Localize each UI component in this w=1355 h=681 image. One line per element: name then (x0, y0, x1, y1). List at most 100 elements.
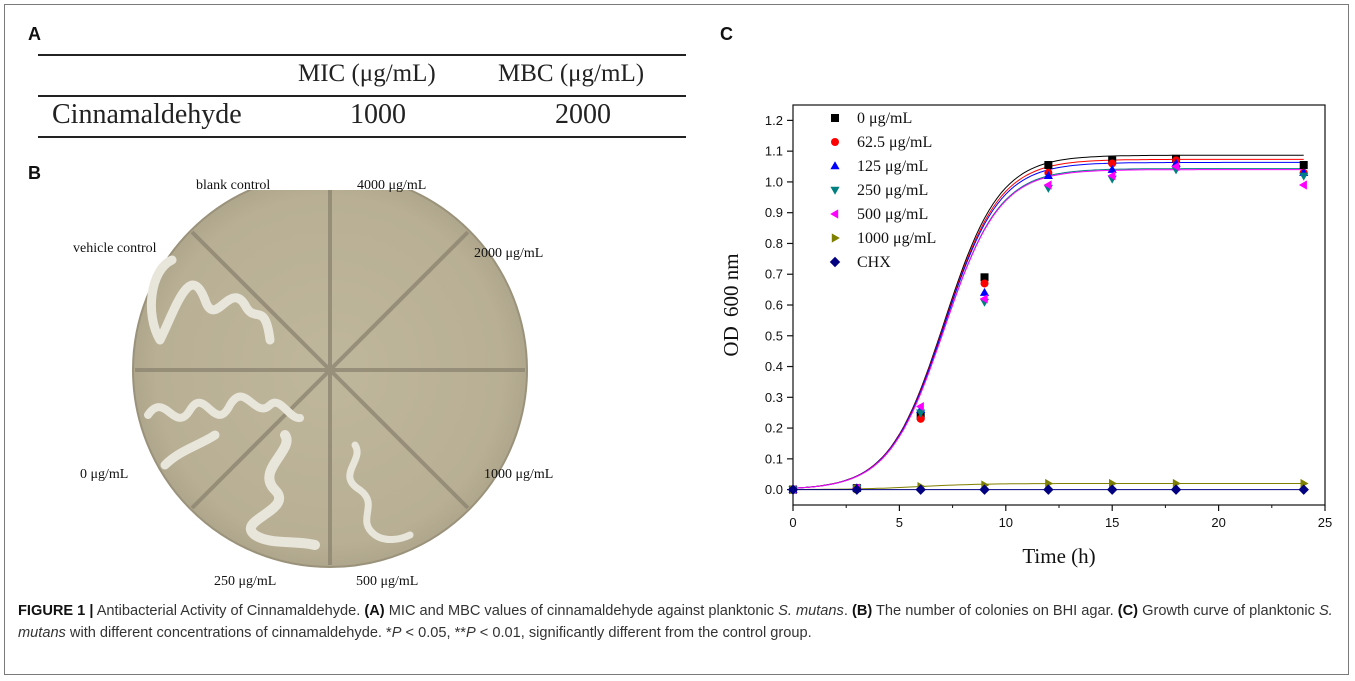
row-compound: Cinnamaldehyde (52, 99, 242, 130)
table-top-rule (38, 54, 686, 56)
y-tick-label: 0.6 (765, 298, 783, 313)
x-tick-label: 25 (1318, 515, 1332, 530)
data-point (1043, 170, 1053, 179)
data-point (979, 484, 990, 495)
y-tick-label: 0.4 (765, 359, 783, 374)
table-mid-rule (38, 95, 686, 97)
y-tick-label: 0.0 (765, 482, 783, 497)
data-point (1171, 161, 1180, 172)
data-point (1107, 164, 1117, 173)
x-tick-label: 10 (999, 515, 1013, 530)
row-mic-value: 1000 (350, 99, 406, 130)
caption-a-label: (A) (364, 603, 385, 619)
x-tick-label: 5 (896, 515, 903, 530)
data-point (979, 294, 988, 304)
caption-p-2: P (465, 625, 476, 641)
chart-axes: 0 5 10 15 20 25 0.0 0.1 0.2 0.3 0.4 0.5 0.6 0.7 0.8 0.9… (765, 104, 1332, 530)
row-mbc-value: 2000 (555, 99, 611, 130)
y-tick-label: 0.3 (765, 390, 783, 405)
data-point (1107, 484, 1118, 495)
y-axis-label-sub: 600 nm (719, 253, 743, 317)
data-point (1108, 159, 1117, 168)
label-0: 0 μg/mL (80, 467, 129, 482)
data-point (1299, 161, 1308, 169)
streak-500 (346, 441, 414, 543)
legend-label: 62.5 μg/mL (857, 134, 932, 151)
panel-label-b: B (28, 163, 41, 183)
label-250: 250 μg/mL (214, 574, 277, 589)
y-tick-label: 1.0 (765, 174, 783, 189)
legend-label: CHX (857, 254, 891, 271)
legend-label: 0 μg/mL (857, 110, 912, 127)
y-tick-label: 0.1 (765, 451, 783, 466)
streak-250 (246, 430, 320, 550)
data-point (915, 401, 924, 412)
y-tick-label: 0.5 (765, 328, 783, 343)
caption-title: Antibacterial Activity of Cinnamaldehyde… (96, 603, 361, 619)
caption-a-end: . (843, 603, 848, 619)
x-tick-label: 20 (1211, 515, 1225, 530)
legend-marker (831, 233, 840, 243)
caption-b-label: (B) (851, 603, 873, 619)
growth-curve-chart: 0 5 10 15 20 25 0.0 0.1 0.2 0.3 0.4 0.5 0.6 0.7 0.8 0.9… (719, 104, 1332, 568)
label-vehicle-control: vehicle control (73, 241, 157, 256)
streak-zero-lower (160, 430, 220, 470)
sector-dividers (135, 190, 525, 565)
caption-species-1: S. mutans (778, 603, 844, 619)
figure-frame (4, 4, 1349, 675)
legend-marker (830, 161, 840, 170)
data-point (1170, 484, 1182, 495)
legend-label: 250 μg/mL (857, 182, 928, 199)
table-bottom-rule (38, 136, 686, 138)
data-point (1107, 171, 1116, 181)
y-tick-label: 0.2 (765, 421, 783, 436)
label-2000: 2000 μg/mL (474, 246, 544, 261)
header-mic: MIC (μg/mL) (298, 60, 436, 87)
streak-vehicle-control (146, 255, 275, 345)
y-tick-label: 0.7 (765, 267, 783, 282)
header-mbc: MBC (μg/mL) (498, 60, 645, 87)
caption-c-text2: with different concentrations of cinnama… (69, 625, 392, 641)
legend-label: 500 μg/mL (857, 206, 928, 223)
data-point (916, 409, 926, 418)
y-axis-label: OD 600 nm (719, 253, 743, 356)
legend-label: 1000 μg/mL (857, 230, 936, 247)
caption-figure-label: FIGURE 1 | (18, 603, 94, 619)
caption-c-text: Growth curve of planktonic (1142, 603, 1315, 619)
data-point (1043, 180, 1052, 190)
caption-c-label: (C) (1117, 603, 1139, 619)
data-point (916, 414, 925, 423)
caption-species-2: S. mutans (18, 603, 1333, 641)
y-tick-label: 0.9 (765, 205, 783, 220)
data-point (1044, 161, 1053, 169)
legend-marker (831, 114, 839, 122)
caption-p-1: P (391, 625, 402, 641)
caption-a-text: MIC and MBC values of cinnamaldehyde aga… (388, 603, 775, 619)
bacterial-streaks (144, 255, 414, 550)
legend-marker (830, 209, 839, 219)
y-tick-label: 0.8 (765, 236, 783, 251)
legend-label: 125 μg/mL (857, 158, 928, 175)
x-tick-label: 0 (789, 515, 796, 530)
y-axis-label-main: OD (719, 326, 743, 356)
label-500: 500 μg/mL (356, 574, 419, 589)
panel-label-a: A (28, 24, 41, 44)
legend-marker (830, 186, 840, 195)
data-point (980, 279, 989, 288)
caption-b-text: The number of colonies on BHI agar. (876, 603, 1114, 619)
data-points (787, 154, 1309, 495)
label-1000: 1000 μg/mL (484, 467, 554, 482)
legend-marker (831, 138, 839, 146)
data-point (1299, 172, 1309, 181)
data-point (1298, 484, 1309, 495)
figure-caption: FIGURE 1 | Antibacterial Activity of Cin… (18, 600, 1338, 644)
x-tick-label: 15 (1105, 515, 1119, 530)
data-point (1298, 180, 1307, 190)
data-point (787, 484, 799, 495)
y-tick-label: 1.2 (765, 113, 783, 128)
caption-p2-text: < 0.01, significantly different from the… (475, 625, 812, 641)
caption-p1-text: < 0.05, ** (401, 625, 466, 641)
data-point (1043, 484, 1054, 495)
legend-marker (829, 256, 841, 268)
panel-label-c: C (720, 24, 733, 44)
